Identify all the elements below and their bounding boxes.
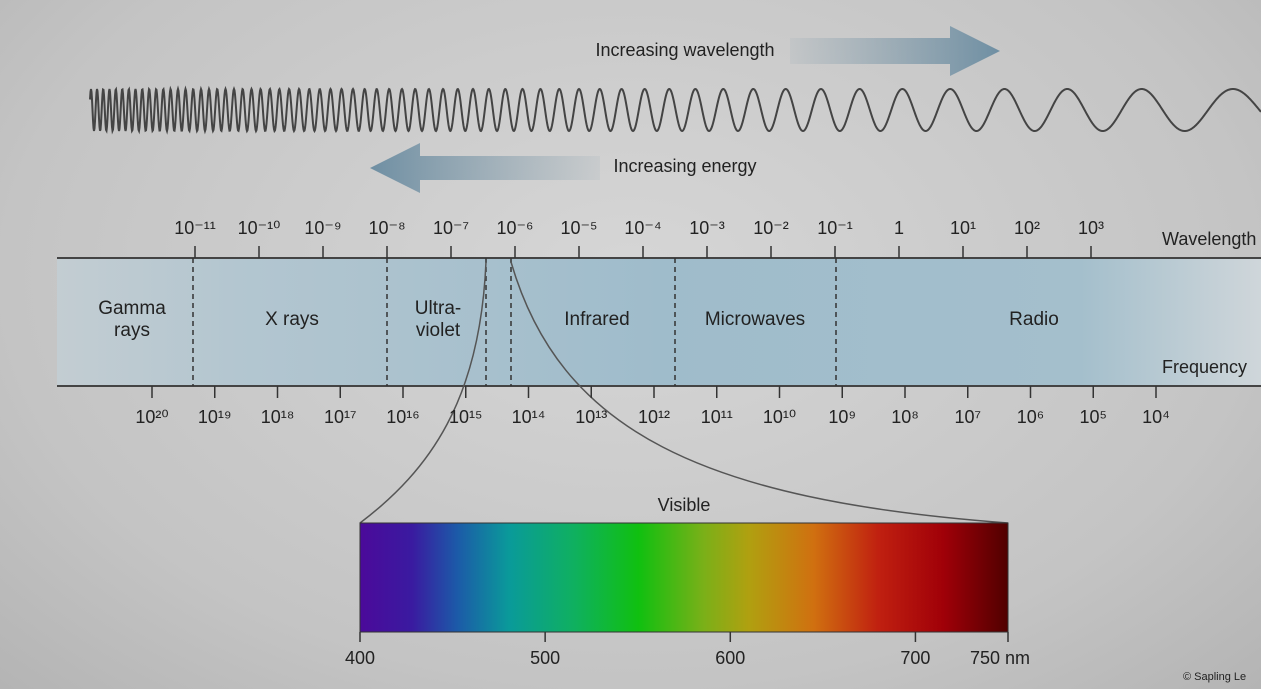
visible-connector [359,261,487,524]
wavelength-tick-label: 10⁻¹⁰ [238,218,281,238]
band-label: Ultra-violet [414,298,462,341]
wavelength-tick-label: 10¹ [950,218,976,238]
band-label: Infrared [564,309,630,330]
frequency-tick-label: 10⁵ [1080,407,1107,427]
band-strip [57,258,1261,386]
wavelength-tick-label: 10⁻⁹ [304,218,341,238]
frequency-tick-label: 10¹¹ [701,407,733,427]
wavelength-tick-label: 10⁻⁶ [497,218,534,238]
frequency-tick-label: 10¹² [638,407,670,427]
frequency-tick-label: 10¹⁰ [763,407,796,427]
wavelength-tick-label: 10⁻⁷ [433,218,469,238]
wavelength-tick-label: 10⁻³ [689,218,725,238]
frequency-tick-label: 10⁴ [1142,407,1170,427]
visible-tick-label: 600 [715,648,745,668]
wave [89,85,1261,135]
wavelength-tick-label: 10⁻⁵ [561,218,598,238]
frequency-tick-label: 10¹⁶ [386,407,419,427]
wavelength-arrow-label: Increasing wavelength [595,40,774,60]
wavelength-tick-label: 1 [894,218,904,238]
wavelength-tick-label: 10⁻⁴ [624,218,661,238]
visible-tick-label: 400 [345,648,375,668]
frequency-tick-label: 10¹⁹ [198,407,232,427]
frequency-tick-label: 10²⁰ [135,407,168,427]
band-label: Gamma rays [98,298,166,341]
frequency-tick-label: 10⁶ [1017,407,1044,427]
frequency-title: Frequency [1162,357,1247,377]
frequency-tick-label: 10¹⁷ [324,407,357,427]
wavelength-title: Wavelength [1162,229,1256,249]
frequency-tick-label: 10¹⁸ [261,407,295,427]
wavelength-tick-label: 10⁻⁸ [368,218,405,238]
frequency-tick-label: 10⁷ [954,407,981,427]
frequency-tick-label: 10⁸ [891,407,919,427]
wavelength-tick-label: 10³ [1078,218,1104,238]
visible-tick-label: 700 [900,648,930,668]
visible-spectrum [359,522,1009,633]
frequency-tick-label: 10¹⁵ [449,407,482,427]
visible-tick-label: 500 [530,648,560,668]
visible-tick-label: 750 nm [970,648,1030,668]
energy-arrow [370,143,600,193]
band-label: Microwaves [704,309,806,330]
visible-title: Visible [658,495,711,515]
wavelength-arrow [790,26,1000,76]
band-label: Radio [1009,309,1059,330]
wavelength-tick-label: 10⁻² [753,218,789,238]
band-label: X rays [265,309,319,330]
frequency-tick-label: 10¹³ [575,407,607,427]
frequency-tick-label: 10¹⁴ [512,407,546,427]
band-dividers [192,258,837,386]
energy-arrow-label: Increasing energy [613,156,756,176]
visible-connector [510,261,1009,524]
frequency-tick-label: 10⁹ [828,407,856,427]
credit: © Sapling Le [1183,671,1246,683]
wavelength-tick-label: 10² [1014,218,1040,238]
wavelength-tick-label: 10⁻¹ [817,218,853,238]
wavelength-tick-label: 10⁻¹¹ [174,218,216,238]
